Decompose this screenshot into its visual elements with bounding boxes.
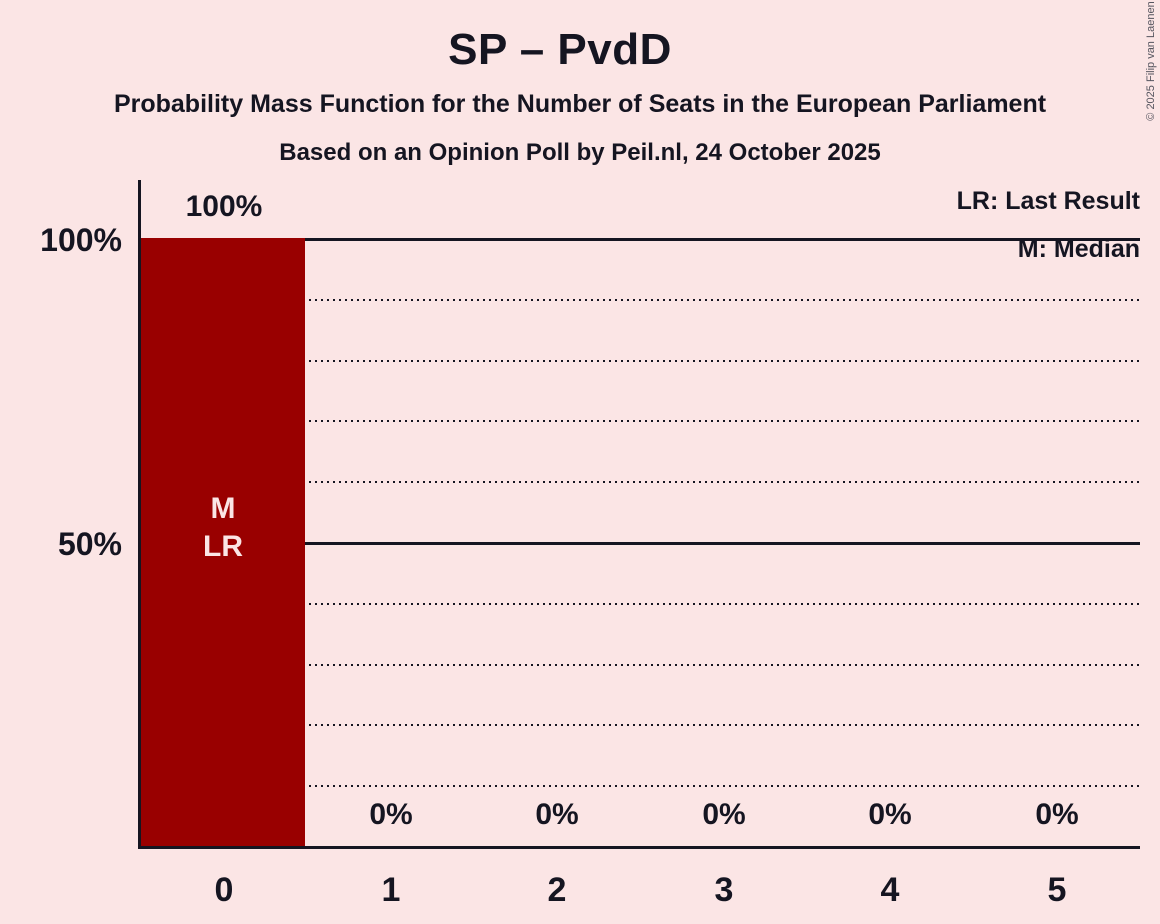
- gridline-10: [141, 785, 1140, 788]
- gridline-80: [141, 359, 1140, 362]
- x-tick-label-4: 4: [880, 871, 900, 909]
- median-marker-label: M: [210, 492, 236, 525]
- bar-annotations: M LR: [141, 490, 305, 566]
- gridline-100: [141, 238, 1140, 241]
- bar-value-label-0: 100%: [185, 190, 263, 223]
- y-tick-label-50: 50%: [57, 526, 122, 562]
- legend-last-result: LR: Last Result: [956, 187, 1140, 215]
- x-tick-label-1: 1: [381, 871, 401, 909]
- bar-value-label-3: 0%: [702, 798, 746, 831]
- x-tick-label-3: 3: [714, 871, 734, 909]
- gridline-70: [141, 420, 1140, 423]
- gridline-40: [141, 602, 1140, 605]
- x-tick-label-2: 2: [547, 871, 567, 909]
- chart-poll-source: Based on an Opinion Poll by Peil.nl, 24 …: [279, 139, 881, 166]
- y-axis-line: [138, 180, 141, 849]
- bar-value-label-1: 0%: [369, 798, 413, 831]
- gridline-60: [141, 481, 1140, 484]
- gridline-50: [141, 542, 1140, 545]
- y-tick-label-100: 100%: [40, 222, 122, 258]
- bar-value-label-5: 0%: [1035, 798, 1079, 831]
- x-tick-label-0: 0: [214, 871, 234, 909]
- gridline-20: [141, 724, 1140, 727]
- bar-value-label-4: 0%: [868, 798, 912, 831]
- x-tick-label-5: 5: [1047, 871, 1067, 909]
- gridline-90: [141, 298, 1140, 301]
- x-axis-line: [138, 846, 1140, 849]
- chart-title: SP – PvdD: [448, 25, 672, 74]
- bar-value-label-2: 0%: [535, 798, 579, 831]
- last-result-marker-label: LR: [203, 530, 243, 563]
- chart-subtitle: Probability Mass Function for the Number…: [113, 90, 1047, 118]
- copyright-notice: © 2025 Filip van Laenen: [1145, 1, 1157, 121]
- bar-seat-0: M LR: [141, 238, 305, 846]
- gridline-30: [141, 663, 1140, 666]
